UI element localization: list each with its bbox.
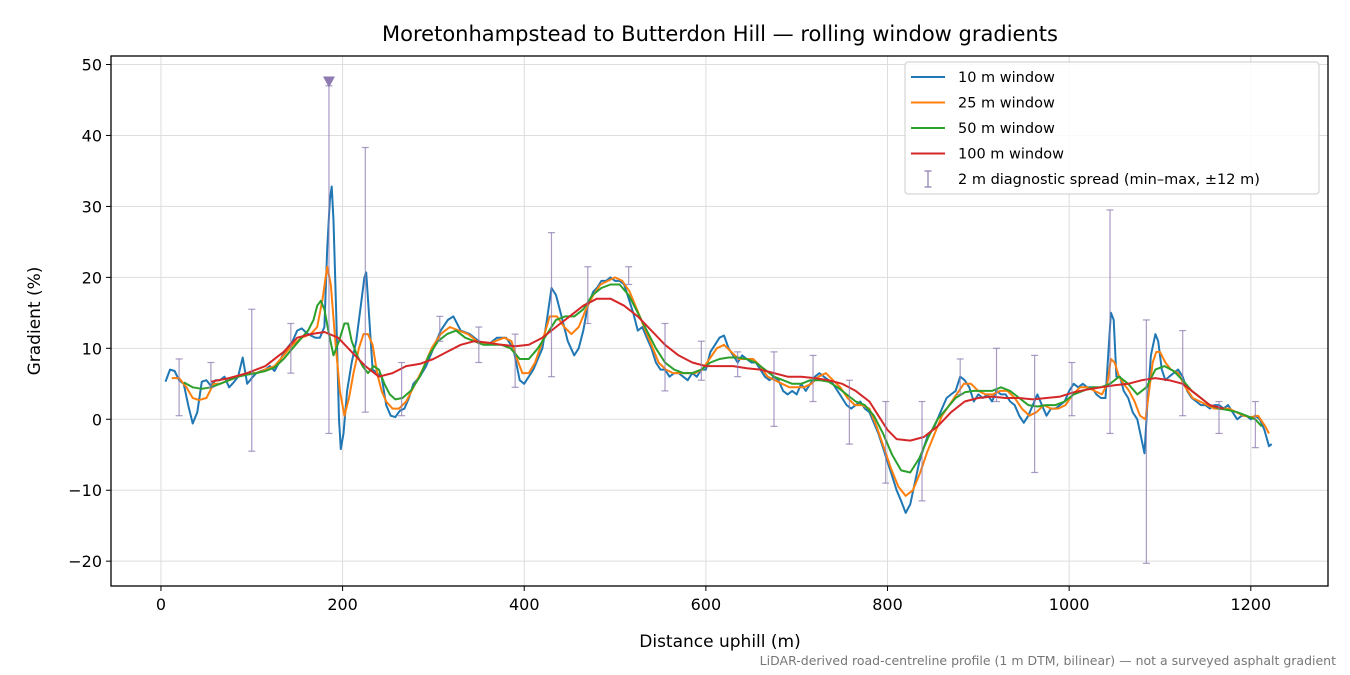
series-line-3 [183,283,1263,474]
x-tick-label: 1200 [1230,595,1271,614]
series-line-1 [164,185,1273,514]
series-line-2 [171,265,1270,497]
error-bars [175,76,1259,564]
y-tick-label: 0 [92,410,102,429]
x-tick-label: 800 [872,595,903,614]
x-tick-label: 400 [509,595,540,614]
y-tick-label: 30 [82,197,102,216]
truncation-marker [322,76,335,88]
y-axis-label: Gradient (%) [25,267,45,376]
legend-label-errorbars: 2 m diagnostic spread (min–max, ±12 m) [958,172,1260,188]
y-tick-label: 40 [82,126,102,145]
grid [111,56,1328,586]
x-tick-label: 1000 [1049,595,1090,614]
series-layer [164,185,1273,514]
footnote: LiDAR-derived road-centreline profile (1… [760,653,1336,668]
legend-label-3: 50 m window [958,121,1055,137]
chart-title: Moretonhampstead to Butterdon Hill — rol… [382,22,1058,46]
legend-label-4: 100 m window [958,147,1064,163]
legend-box [904,61,1320,195]
legend: 10 m window 25 m window 50 m window 100 m w… [904,61,1320,195]
x-tick-label: 0 [156,595,166,614]
y-tick-label: 20 [82,268,102,287]
legend-label-2: 25 m window [958,96,1055,112]
axis-ticks: 0 200 400 600 800 1000 1200 −20 −10 0 10 20 30 40 50 [68,56,1271,614]
y-tick-label: −10 [68,481,102,500]
y-tick-label: 50 [82,56,102,75]
x-axis-label: Distance uphill (m) [639,632,800,652]
x-tick-label: 200 [327,595,358,614]
y-tick-label: 10 [82,339,102,358]
legend-label-1: 10 m window [958,70,1055,86]
x-tick-label: 600 [691,595,722,614]
series-line-4 [210,297,1224,442]
y-tick-label: −20 [68,552,102,571]
plot-frame [110,55,1329,587]
